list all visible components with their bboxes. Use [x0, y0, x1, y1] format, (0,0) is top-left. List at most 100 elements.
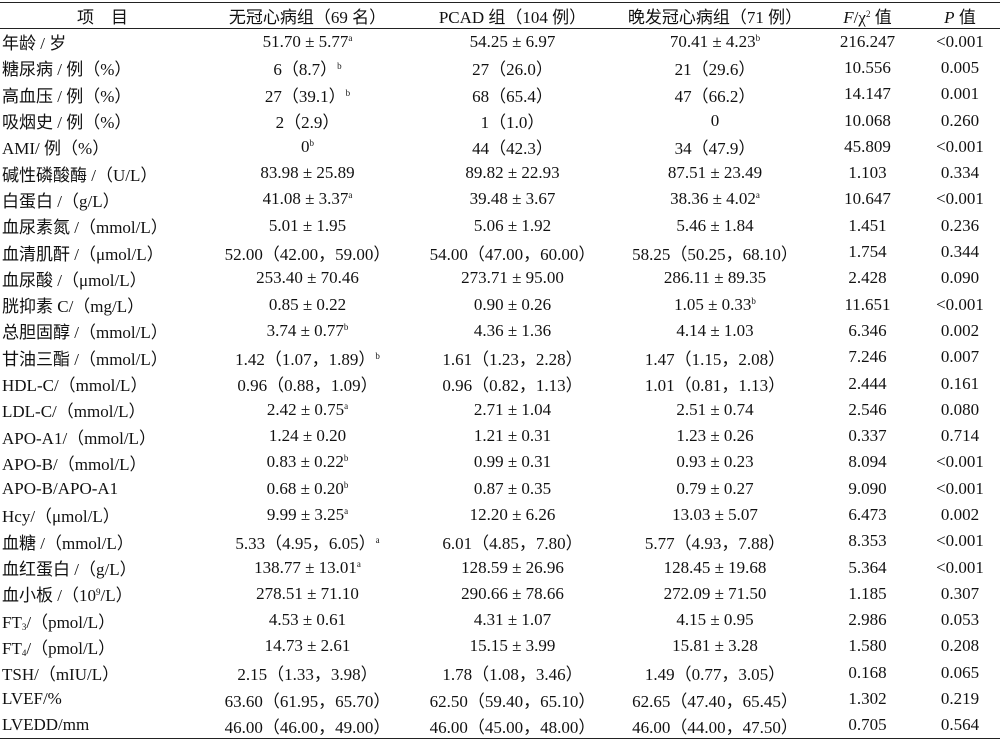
table-cell: 1.580	[848, 636, 887, 656]
row-label: 胱抑素 C/（mg/L）	[2, 297, 145, 317]
table-cell: 0.93 ± 0.23	[676, 452, 754, 472]
table-cell: 8.353	[848, 531, 887, 551]
table-row: APO-B/（mmol/L） 0.83 ± 0.22b 0.99 ± 0.31 0.9…	[0, 449, 1000, 475]
header-cell: 项 目	[0, 2, 205, 29]
table-cell: 6.473	[848, 504, 887, 524]
table-cell: <0.001	[936, 189, 984, 209]
row-label: Hcy/（μmol/L）	[2, 507, 120, 527]
table-cell: 58.25（50.25，68.10）	[632, 244, 798, 264]
table-cell: 3.74 ± 0.77b	[205, 318, 410, 344]
cell-text: 0.83 ± 0.22	[266, 452, 344, 472]
row-label: APO-B/APO-A1	[2, 478, 119, 498]
table-row: 年龄 / 岁 51.70 ± 5.77a 54.25 ± 6.97 70.41 ± 4…	[0, 29, 1000, 55]
superscript: a	[755, 190, 760, 201]
table-cell: 5.33（4.95，6.05）a	[205, 528, 410, 554]
header-cell: 无冠心病组（69 名）	[205, 2, 410, 29]
table-cell: 0.83 ± 0.22b	[205, 449, 410, 475]
table-cell: 0.161	[940, 373, 980, 393]
table-cell: 1.01（0.81，1.13）	[644, 376, 786, 395]
row-label: 总胆固醇 /（mmol/L）	[2, 323, 168, 343]
table-cell: 253.40 ± 70.46	[256, 268, 359, 288]
table-body: 年龄 / 岁 51.70 ± 5.77a 54.25 ± 6.97 70.41 ± 4…	[0, 29, 1000, 739]
cell-text: 5.33（4.95，6.05）	[235, 533, 376, 553]
table-cell: 10.068	[844, 110, 891, 130]
table-cell: 0.79 ± 0.27	[676, 478, 754, 498]
superscript: a	[348, 32, 353, 43]
row-label: 血清肌酐 /（μmol/L）	[2, 244, 164, 264]
cell-text: 值	[954, 8, 976, 27]
table-cell: 10.647	[844, 189, 891, 209]
table-cell: 70.41 ± 4.23b	[615, 29, 815, 55]
table-cell: 0.001	[940, 84, 980, 104]
table-cell: 4.36 ± 1.36	[473, 320, 552, 340]
table-row: 胱抑素 C/（mg/L） 0.85 ± 0.22 0.90 ± 0.26 1.05 ±…	[0, 291, 1000, 317]
table-cell: 138.77 ± 13.01a	[205, 554, 410, 580]
table-row: TSH/（mIU/L） 2.15（1.33，3.98） 1.78（1.08，3.46…	[0, 660, 1000, 686]
table-cell: 4.53 ± 0.61	[268, 610, 347, 630]
table-cell: 0.005	[940, 57, 980, 77]
header-cell: PCAD 组（104 例）	[410, 2, 615, 29]
cell-text: 3.74 ± 0.77	[266, 320, 344, 340]
superscript: b	[345, 87, 351, 98]
cell-text: /（pmol/L）	[26, 612, 116, 632]
table-cell: 1.24 ± 0.20	[268, 426, 347, 446]
table-row: 甘油三酯 /（mmol/L） 1.42（1.07，1.89）b 1.61（1.23，…	[0, 344, 1000, 370]
superscript: b	[375, 350, 380, 361]
table-row: 总胆固醇 /（mmol/L） 3.74 ± 0.77b 4.36 ± 1.36 4.1…	[0, 318, 1000, 344]
table-cell: 278.51 ± 71.10	[256, 583, 359, 603]
row-label: LVEDD/mm	[2, 715, 90, 735]
row-label: HDL-C/（mmol/L）	[2, 376, 148, 395]
table-cell: 8.094	[848, 452, 887, 472]
table-cell: 2.546	[848, 399, 887, 419]
table-cell: 54.00（47.00，60.00）	[429, 244, 596, 264]
table-row: 血尿素氮 /（mmol/L） 5.01 ± 1.95 5.06 ± 1.92 5.46…	[0, 213, 1000, 239]
row-label: 年龄 / 岁	[2, 34, 67, 54]
table-cell: 0.007	[940, 347, 980, 367]
row-label: 血红蛋白 /（g/L）	[2, 560, 137, 580]
row-label: 血糖 /（mmol/L）	[2, 533, 134, 553]
table-cell: 286.11 ± 89.35	[663, 268, 767, 288]
cell-text: 1.05 ± 0.33	[674, 294, 752, 314]
table-cell: 0.68 ± 0.20b	[205, 476, 410, 502]
table-cell: 1.185	[848, 583, 887, 603]
row-label: FT3/（pmol/L）	[0, 607, 205, 633]
cell-text: 138.77 ± 13.01	[254, 557, 357, 577]
table-cell: 1.754	[848, 242, 887, 262]
table-cell: 12.20 ± 6.26	[469, 504, 556, 524]
table-cell: 1.42（1.07，1.89）b	[205, 344, 410, 370]
header-row: 项 目无冠心病组（69 名） PCAD 组（104 例） 晚发冠心病组（71 例） F…	[0, 2, 1000, 29]
cell-text: /χ	[853, 8, 866, 27]
table-row: 血红蛋白 /（g/L） 138.77 ± 13.01a 128.59 ± 26.96…	[0, 554, 1000, 580]
cell-text: /L）	[100, 586, 133, 606]
superscript: a	[344, 505, 349, 516]
table-cell: <0.001	[936, 478, 984, 498]
row-label: 血尿酸 /（μmol/L）	[2, 270, 147, 290]
table-row: 血糖 /（mmol/L） 5.33（4.95，6.05）a 6.01（4.85，7.…	[0, 528, 1000, 554]
table-cell: 0.053	[940, 610, 980, 630]
superscript: 9	[95, 587, 101, 598]
table-row: 糖尿病 / 例（%） 6（8.7）b 27（26.0） 21（29.6） 10.556 0…	[0, 55, 1000, 81]
table-cell: 44（42.3）	[472, 139, 553, 159]
table-cell: 128.45 ± 19.68	[663, 557, 767, 577]
italic-text: F	[843, 8, 854, 27]
subscript: 4	[21, 647, 27, 658]
table-cell: 6.01（4.85，7.80）	[442, 533, 583, 553]
row-label: APO-B/（mmol/L）	[2, 454, 147, 474]
table-cell: 4.31 ± 1.07	[473, 610, 552, 630]
cell-text: 0.68 ± 0.20	[266, 478, 344, 498]
row-label: AMI/ 例（%）	[2, 139, 110, 159]
table-cell: 1.21 ± 0.31	[473, 426, 552, 446]
table-cell: 46.00（44.00，47.50）	[632, 717, 798, 737]
table-cell: 1.61（1.23，2.28）	[442, 349, 583, 369]
table-cell: 0.168	[848, 662, 887, 682]
table-cell: 0	[710, 110, 720, 130]
table-row: AMI/ 例（%） 0b 44（42.3） 34（47.9） 45.809 <0.001	[0, 134, 1000, 160]
table-cell: 87.51 ± 23.49	[667, 163, 763, 183]
table-cell: 6.346	[848, 320, 887, 340]
table-cell: 0.90 ± 0.26	[473, 294, 552, 314]
table-cell: 83.98 ± 25.89	[260, 163, 355, 183]
table-cell: 4.15 ± 0.95	[676, 610, 754, 630]
table-cell: 14.73 ± 2.61	[264, 636, 351, 656]
table-cell: 2.986	[848, 610, 887, 630]
